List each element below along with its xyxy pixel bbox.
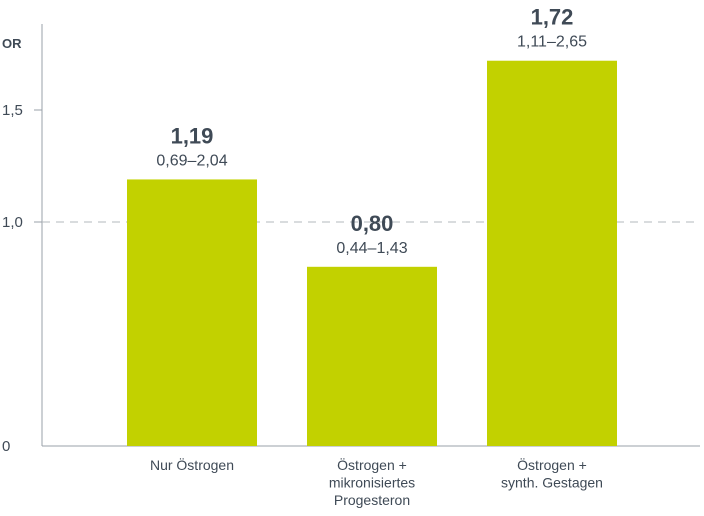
- bar-value-label: 1,19: [171, 123, 214, 148]
- bar: [307, 266, 437, 446]
- bar: [487, 60, 617, 446]
- x-category-label: Progesteron: [334, 492, 410, 508]
- x-category-label: Östrogen +: [337, 456, 407, 473]
- chart-bars: [127, 60, 617, 446]
- bar-ci-label: 0,44–1,43: [336, 240, 407, 257]
- x-category-label: synth. Gestagen: [501, 475, 603, 491]
- x-category-label: mikronisiertes: [329, 475, 415, 491]
- bar-value-label: 0,80: [351, 211, 394, 236]
- x-category-label: Östrogen +: [517, 456, 587, 473]
- y-axis-label: OR: [2, 36, 22, 51]
- bar: [127, 179, 257, 446]
- bar-value-label: 1,72: [531, 5, 574, 30]
- bar-ci-label: 0,69–2,04: [156, 152, 227, 169]
- chart-labels: 1,19 0,69–2,04 Nur Östrogen 0,80 0,44–1,43 Ös…: [150, 5, 603, 508]
- y-tick-label: 0: [2, 438, 10, 455]
- x-category-label: Nur Östrogen: [150, 456, 234, 473]
- y-tick-label: 1,5: [2, 102, 23, 119]
- y-tick-label: 1,0: [2, 214, 23, 231]
- bar-ci-label: 1,11–2,65: [517, 34, 587, 51]
